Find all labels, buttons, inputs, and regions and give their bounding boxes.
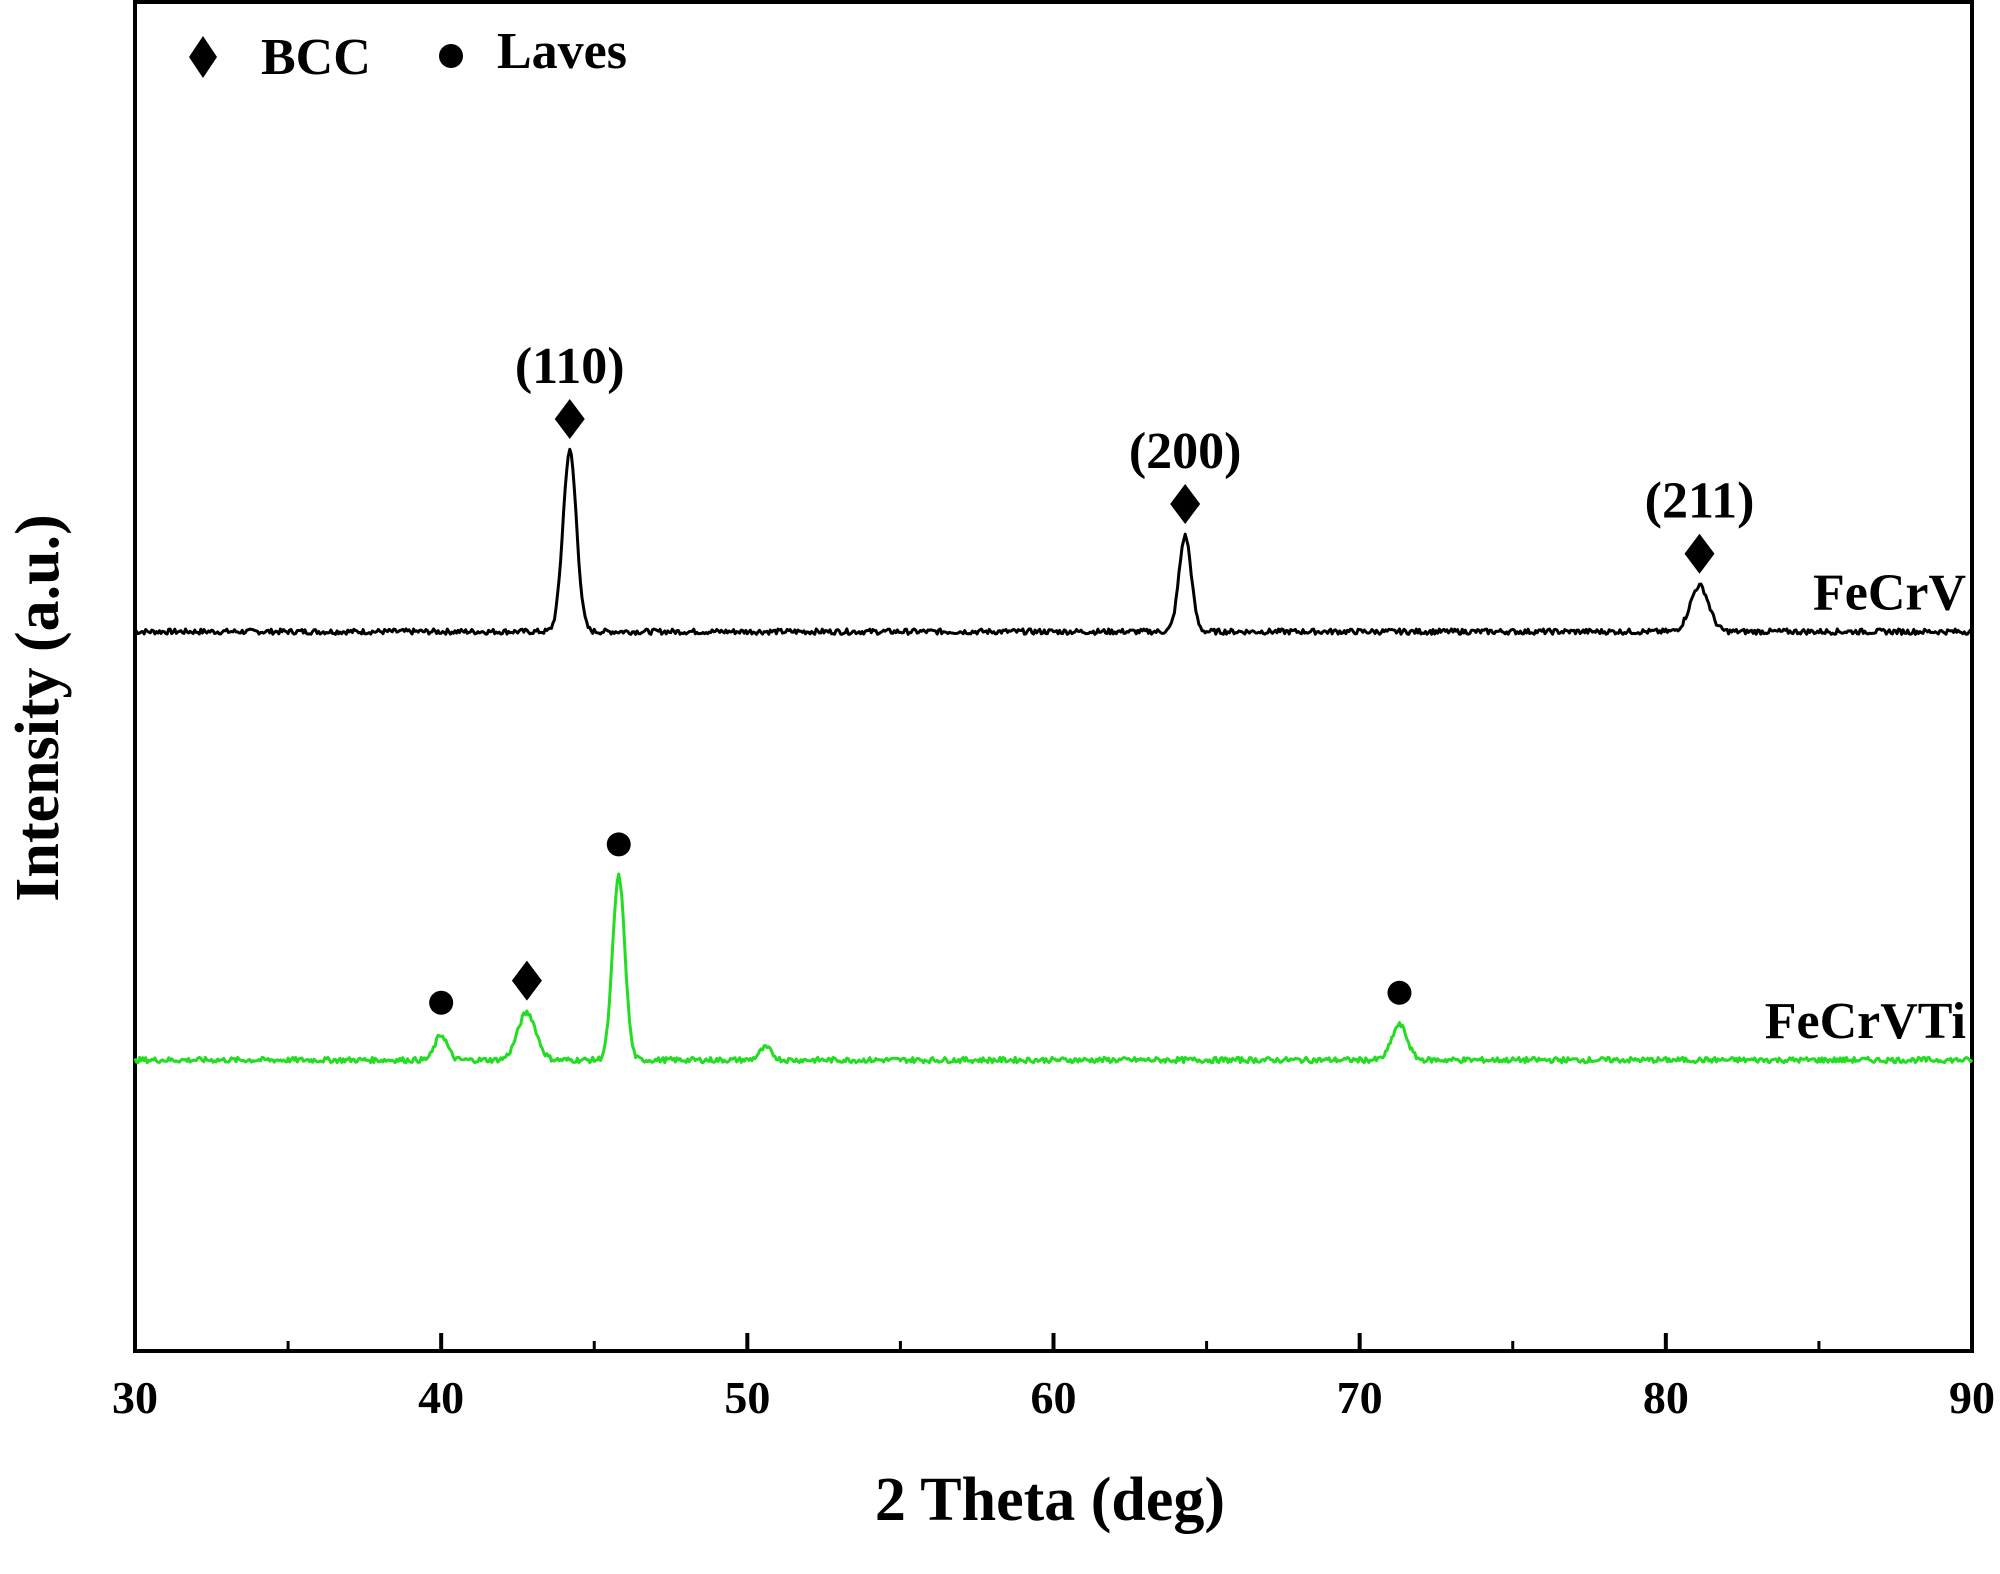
y-axis-title: Intensity (a.u.) — [4, 514, 72, 902]
x-tick-label: 70 — [1337, 1372, 1383, 1423]
peak-annotations: (110) (200) (211) — [429, 338, 1754, 1015]
x-tick-label: 50 — [724, 1372, 770, 1423]
legend-label-laves: Laves — [497, 23, 627, 80]
laves-circle-marker — [606, 832, 631, 857]
x-tick-label: 30 — [112, 1372, 158, 1423]
x-tick-label: 60 — [1031, 1372, 1077, 1423]
x-tick-label: 40 — [418, 1372, 464, 1423]
bcc-diamond-marker — [511, 960, 542, 1001]
bcc-diamond-marker — [1170, 483, 1201, 524]
x-tick-label: 80 — [1643, 1372, 1689, 1423]
series-line-fecrvti — [133, 872, 1974, 1065]
peak-miller-index-label: (110) — [515, 338, 625, 395]
peak-miller-index-label: (211) — [1645, 473, 1755, 530]
x-axis-title: 2 Theta (deg) — [875, 1466, 1225, 1534]
peak-miller-index-label: (200) — [1129, 423, 1242, 480]
series-group: FeCrV FeCrVTi — [133, 447, 1974, 1065]
plot-frame — [133, 0, 1974, 1353]
x-tick-label: 90 — [1949, 1372, 1995, 1423]
series-label-fecrv: FeCrV — [1813, 565, 1966, 622]
x-axis-ticks: 30 40 50 60 70 80 90 — [112, 1333, 1995, 1423]
laves-circle-marker — [429, 990, 454, 1015]
series-line-fecrv — [134, 447, 1973, 636]
legend-label-bcc: BCC — [261, 29, 371, 86]
bcc-diamond-marker — [554, 399, 585, 440]
laves-circle-marker — [1387, 980, 1412, 1005]
bcc-diamond-marker — [1684, 533, 1715, 574]
legend-diamond-marker — [189, 36, 217, 78]
series-label-fecrvti: FeCrVTi — [1765, 993, 1966, 1050]
legend: BCC Laves — [189, 23, 627, 86]
legend-circle-marker — [439, 44, 463, 68]
